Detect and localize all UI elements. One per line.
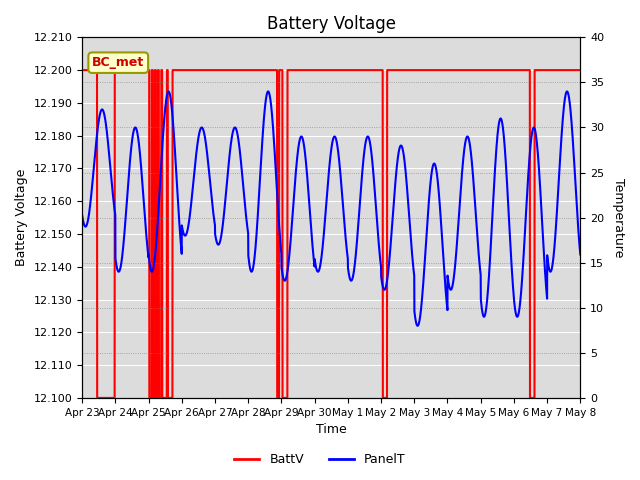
Y-axis label: Temperature: Temperature — [612, 178, 625, 257]
Legend: BattV, PanelT: BattV, PanelT — [229, 448, 411, 471]
Text: BC_met: BC_met — [92, 56, 145, 69]
Title: Battery Voltage: Battery Voltage — [267, 15, 396, 33]
Y-axis label: Battery Voltage: Battery Voltage — [15, 169, 28, 266]
X-axis label: Time: Time — [316, 423, 347, 436]
